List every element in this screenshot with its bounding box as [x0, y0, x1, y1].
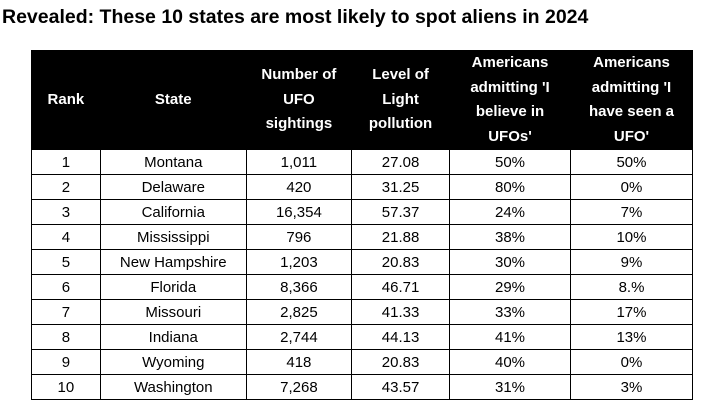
- header-light-pollution: Level of Light pollution: [351, 50, 451, 150]
- cell-state: Indiana: [99, 324, 247, 350]
- cell-believe-in-ufos: 30%: [449, 249, 571, 275]
- cell-state: Wyoming: [99, 349, 247, 375]
- header-rank: Rank: [31, 50, 101, 150]
- header-believe-in-ufos: Americans admitting 'I believe in UFOs': [449, 50, 571, 150]
- cell-believe-in-ufos: 33%: [449, 299, 571, 325]
- cell-ufo-sightings: 2,825: [245, 299, 353, 325]
- table-body: 1 Montana 1,011 27.08 50% 50% 2 Delaware…: [31, 149, 694, 400]
- cell-state: California: [99, 199, 247, 225]
- cell-light-pollution: 20.83: [351, 249, 451, 275]
- cell-believe-in-ufos: 50%: [449, 149, 571, 175]
- header-ufo-sightings: Number of UFO sightings: [245, 50, 353, 150]
- cell-rank: 8: [31, 324, 101, 350]
- cell-light-pollution: 20.83: [351, 349, 451, 375]
- cell-rank: 1: [31, 149, 101, 175]
- cell-light-pollution: 57.37: [351, 199, 451, 225]
- cell-believe-in-ufos: 80%: [449, 174, 571, 200]
- cell-ufo-sightings: 418: [245, 349, 353, 375]
- cell-believe-in-ufos: 40%: [449, 349, 571, 375]
- table-row: 3 California 16,354 57.37 24% 7%: [31, 199, 694, 225]
- table-row: 9 Wyoming 418 20.83 40% 0%: [31, 349, 694, 375]
- cell-state: Florida: [99, 274, 247, 300]
- table-row: 10 Washington 7,268 43.57 31% 3%: [31, 374, 694, 400]
- cell-light-pollution: 27.08: [351, 149, 451, 175]
- cell-rank: 2: [31, 174, 101, 200]
- table-row: 5 New Hampshire 1,203 20.83 30% 9%: [31, 249, 694, 275]
- cell-ufo-sightings: 796: [245, 224, 353, 250]
- cell-light-pollution: 41.33: [351, 299, 451, 325]
- cell-seen-a-ufo: 3%: [569, 374, 694, 400]
- cell-believe-in-ufos: 38%: [449, 224, 571, 250]
- cell-seen-a-ufo: 8.%: [569, 274, 694, 300]
- cell-ufo-sightings: 1,011: [245, 149, 353, 175]
- cell-seen-a-ufo: 50%: [569, 149, 694, 175]
- cell-state: New Hampshire: [99, 249, 247, 275]
- cell-ufo-sightings: 420: [245, 174, 353, 200]
- cell-rank: 5: [31, 249, 101, 275]
- table-row: 4 Mississippi 796 21.88 38% 10%: [31, 224, 694, 250]
- cell-seen-a-ufo: 0%: [569, 174, 694, 200]
- cell-believe-in-ufos: 24%: [449, 199, 571, 225]
- cell-ufo-sightings: 7,268: [245, 374, 353, 400]
- cell-seen-a-ufo: 13%: [569, 324, 694, 350]
- table-header-row: Rank State Number of UFO sightings Level…: [31, 50, 694, 150]
- cell-believe-in-ufos: 29%: [449, 274, 571, 300]
- states-table: Rank State Number of UFO sightings Level…: [31, 50, 694, 400]
- cell-ufo-sightings: 1,203: [245, 249, 353, 275]
- cell-rank: 7: [31, 299, 101, 325]
- cell-light-pollution: 31.25: [351, 174, 451, 200]
- cell-state: Montana: [99, 149, 247, 175]
- cell-seen-a-ufo: 0%: [569, 349, 694, 375]
- cell-seen-a-ufo: 7%: [569, 199, 694, 225]
- cell-rank: 4: [31, 224, 101, 250]
- cell-rank: 6: [31, 274, 101, 300]
- cell-ufo-sightings: 8,366: [245, 274, 353, 300]
- table-row: 1 Montana 1,011 27.08 50% 50%: [31, 149, 694, 175]
- table-row: 8 Indiana 2,744 44.13 41% 13%: [31, 324, 694, 350]
- cell-state: Missouri: [99, 299, 247, 325]
- header-seen-a-ufo: Americans admitting 'I have seen a UFO': [569, 50, 694, 150]
- cell-rank: 9: [31, 349, 101, 375]
- cell-light-pollution: 46.71: [351, 274, 451, 300]
- cell-ufo-sightings: 16,354: [245, 199, 353, 225]
- cell-seen-a-ufo: 9%: [569, 249, 694, 275]
- cell-seen-a-ufo: 10%: [569, 224, 694, 250]
- page-title: Revealed: These 10 states are most likel…: [2, 6, 589, 28]
- table-row: 2 Delaware 420 31.25 80% 0%: [31, 174, 694, 200]
- cell-rank: 10: [31, 374, 101, 400]
- cell-seen-a-ufo: 17%: [569, 299, 694, 325]
- cell-light-pollution: 44.13: [351, 324, 451, 350]
- cell-ufo-sightings: 2,744: [245, 324, 353, 350]
- cell-rank: 3: [31, 199, 101, 225]
- cell-state: Mississippi: [99, 224, 247, 250]
- header-state: State: [99, 50, 247, 150]
- cell-believe-in-ufos: 41%: [449, 324, 571, 350]
- cell-light-pollution: 43.57: [351, 374, 451, 400]
- cell-light-pollution: 21.88: [351, 224, 451, 250]
- table-row: 6 Florida 8,366 46.71 29% 8.%: [31, 274, 694, 300]
- cell-state: Delaware: [99, 174, 247, 200]
- cell-state: Washington: [99, 374, 247, 400]
- table-row: 7 Missouri 2,825 41.33 33% 17%: [31, 299, 694, 325]
- cell-believe-in-ufos: 31%: [449, 374, 571, 400]
